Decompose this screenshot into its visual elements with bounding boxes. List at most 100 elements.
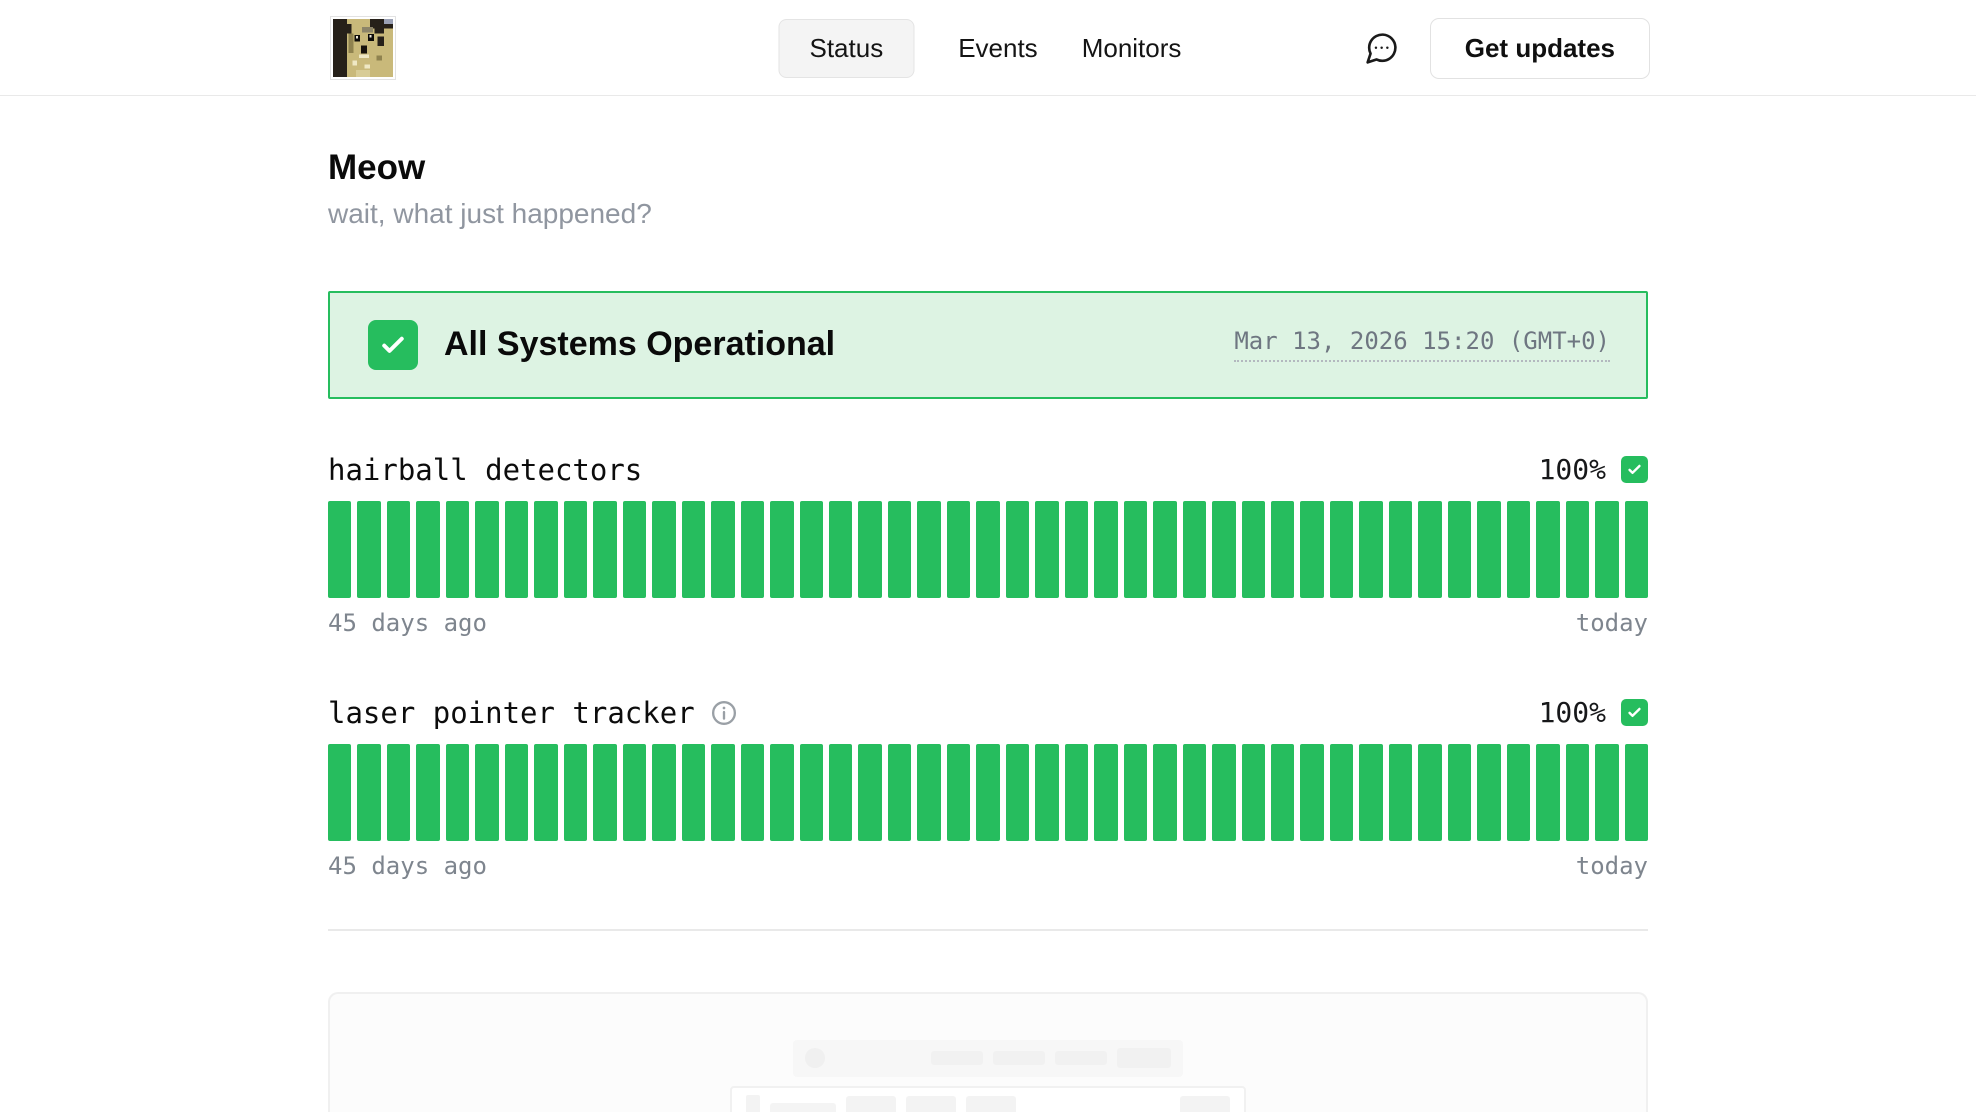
uptime-bar[interactable] [1005, 500, 1030, 598]
status-timestamp[interactable]: Mar 13, 2026 15:20 (GMT+0) [1234, 327, 1610, 363]
uptime-bar[interactable] [1536, 743, 1560, 841]
uptime-bar[interactable] [946, 743, 971, 841]
uptime-bar[interactable] [1477, 743, 1501, 841]
uptime-bar[interactable] [740, 743, 765, 841]
uptime-bar[interactable] [1153, 743, 1177, 841]
uptime-bar[interactable] [887, 500, 912, 598]
uptime-bar[interactable] [1388, 743, 1413, 841]
uptime-bar[interactable] [475, 500, 499, 598]
uptime-bar[interactable] [1624, 500, 1649, 598]
uptime-bar[interactable] [1064, 743, 1089, 841]
uptime-bar[interactable] [504, 500, 529, 598]
uptime-bar[interactable] [858, 500, 882, 598]
uptime-bar[interactable] [1271, 743, 1295, 841]
uptime-bar[interactable] [563, 500, 588, 598]
uptime-bar[interactable] [1035, 500, 1059, 598]
uptime-bar[interactable] [416, 743, 440, 841]
uptime-bar[interactable] [1094, 743, 1118, 841]
uptime-bar[interactable] [681, 500, 706, 598]
uptime-bar[interactable] [328, 500, 352, 598]
uptime-bar[interactable] [858, 743, 882, 841]
uptime-bar[interactable] [386, 500, 411, 598]
uptime-bar[interactable] [1329, 743, 1354, 841]
uptime-bar[interactable] [770, 500, 794, 598]
uptime-bar[interactable] [1182, 743, 1207, 841]
uptime-bar[interactable] [1624, 743, 1649, 841]
uptime-bar[interactable] [1212, 500, 1236, 598]
tab-status[interactable]: Status [778, 18, 915, 78]
uptime-bar[interactable] [1565, 743, 1590, 841]
tab-events[interactable]: Events [958, 32, 1038, 63]
uptime-bar[interactable] [828, 743, 853, 841]
uptime-bar[interactable] [1388, 500, 1413, 598]
uptime-bar[interactable] [1005, 743, 1030, 841]
skeleton-header-strip [793, 1039, 1183, 1078]
uptime-bar[interactable] [652, 743, 676, 841]
info-circle-icon[interactable] [710, 699, 738, 727]
uptime-bar[interactable] [1300, 743, 1324, 841]
uptime-bar[interactable] [534, 743, 558, 841]
uptime-bar[interactable] [1418, 743, 1442, 841]
uptime-bar[interactable] [1241, 743, 1265, 841]
uptime-bar[interactable] [1506, 743, 1531, 841]
uptime-bar[interactable] [1182, 500, 1207, 598]
tab-monitors[interactable]: Monitors [1081, 32, 1182, 63]
uptime-bar[interactable] [887, 743, 912, 841]
uptime-bar[interactable] [1035, 743, 1059, 841]
uptime-bar[interactable] [593, 500, 617, 598]
uptime-bar[interactable] [445, 743, 470, 841]
feedback-chat-button[interactable] [1363, 30, 1400, 67]
uptime-bar[interactable] [946, 500, 971, 598]
uptime-bar[interactable] [1329, 500, 1354, 598]
uptime-bar[interactable] [593, 743, 617, 841]
uptime-bar[interactable] [711, 743, 735, 841]
uptime-bar[interactable] [1595, 500, 1619, 598]
uptime-bar[interactable] [563, 743, 588, 841]
monitor-name: laser pointer tracker [328, 696, 738, 730]
uptime-bar[interactable] [357, 743, 381, 841]
uptime-bar[interactable] [1447, 500, 1472, 598]
uptime-bar[interactable] [976, 500, 1000, 598]
uptime-bar[interactable] [1506, 500, 1531, 598]
uptime-bar[interactable] [1359, 743, 1383, 841]
uptime-bar[interactable] [1241, 500, 1265, 598]
uptime-bar[interactable] [828, 500, 853, 598]
uptime-bar[interactable] [1477, 500, 1501, 598]
uptime-bar[interactable] [357, 500, 381, 598]
uptime-bar[interactable] [1595, 743, 1619, 841]
uptime-bar[interactable] [711, 500, 735, 598]
uptime-bar[interactable] [1300, 500, 1324, 598]
uptime-bar[interactable] [681, 743, 706, 841]
uptime-bar[interactable] [799, 500, 823, 598]
uptime-bar[interactable] [328, 743, 352, 841]
uptime-bar[interactable] [740, 500, 765, 598]
site-logo[interactable] [330, 15, 396, 80]
uptime-bar[interactable] [1271, 500, 1295, 598]
uptime-bar[interactable] [622, 500, 647, 598]
uptime-bar[interactable] [1123, 743, 1148, 841]
uptime-bar[interactable] [1359, 500, 1383, 598]
uptime-bar[interactable] [622, 743, 647, 841]
uptime-bar[interactable] [1123, 500, 1148, 598]
uptime-bar[interactable] [475, 743, 499, 841]
uptime-bar[interactable] [917, 743, 941, 841]
uptime-bar[interactable] [917, 500, 941, 598]
uptime-bar[interactable] [1565, 500, 1590, 598]
uptime-bar[interactable] [1447, 743, 1472, 841]
uptime-bar[interactable] [770, 743, 794, 841]
uptime-bar[interactable] [1094, 500, 1118, 598]
uptime-bar[interactable] [976, 743, 1000, 841]
uptime-bar[interactable] [1153, 500, 1177, 598]
uptime-bar[interactable] [416, 500, 440, 598]
uptime-bar[interactable] [799, 743, 823, 841]
uptime-bar[interactable] [534, 500, 558, 598]
uptime-bar[interactable] [1418, 500, 1442, 598]
uptime-bar[interactable] [386, 743, 411, 841]
get-updates-button[interactable]: Get updates [1429, 17, 1650, 79]
uptime-bar[interactable] [504, 743, 529, 841]
uptime-bar[interactable] [652, 500, 676, 598]
uptime-bar[interactable] [1064, 500, 1089, 598]
uptime-bar[interactable] [445, 500, 470, 598]
uptime-bar[interactable] [1536, 500, 1560, 598]
uptime-bar[interactable] [1212, 743, 1236, 841]
